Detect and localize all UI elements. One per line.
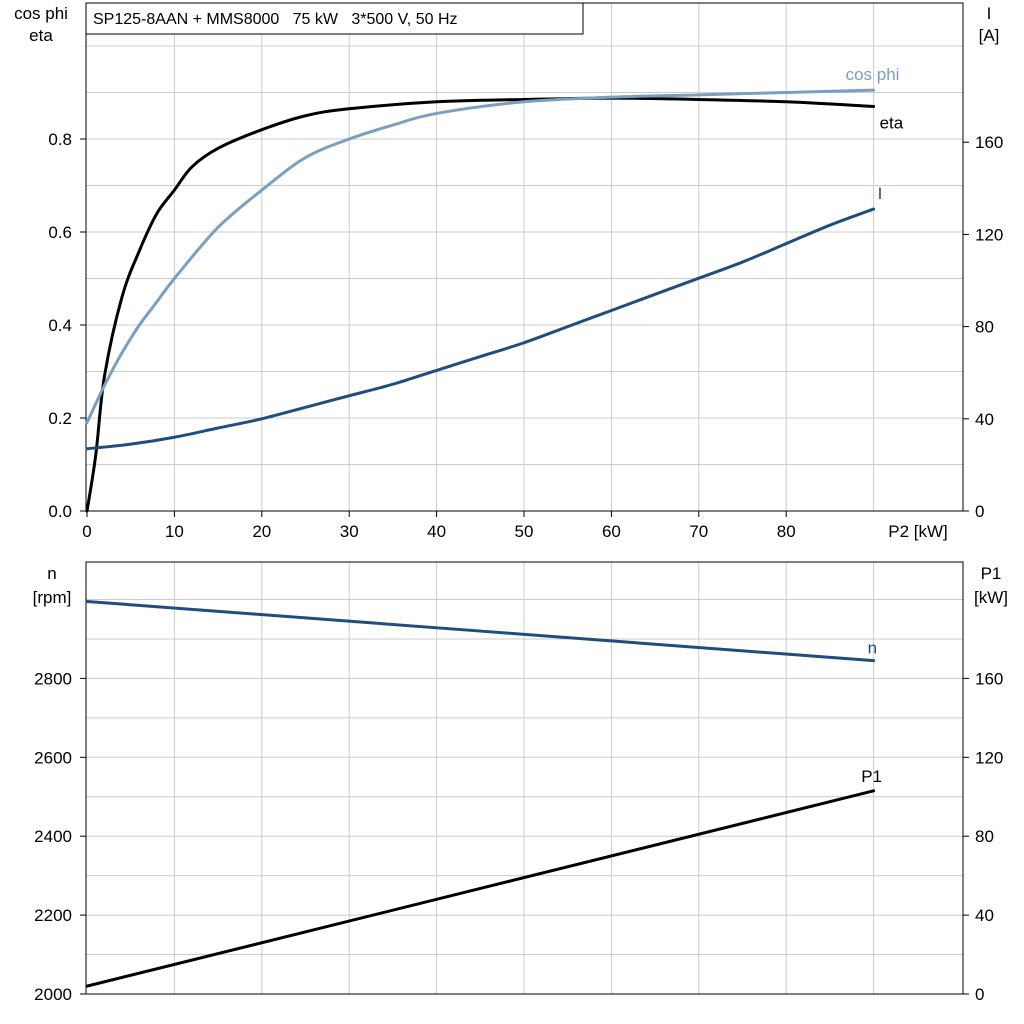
- i-curve: [85, 207, 876, 451]
- x-axis-title: P2 [kW]: [888, 522, 948, 541]
- cos-phi-curve: [85, 88, 876, 425]
- x-axis-tick-label: 20: [252, 522, 271, 541]
- top-right-axis-title-1: I: [987, 4, 992, 23]
- right-axis-tick-label: 120: [975, 748, 1003, 767]
- bottom-chart-series: n P1: [85, 599, 882, 988]
- left-axis-tick-label: 0.2: [48, 409, 72, 428]
- left-axis-tick-label: 2800: [34, 669, 72, 688]
- bottom-plot-frame: [85, 561, 964, 995]
- top-left-axis-title-1: cos phi: [14, 4, 68, 23]
- bottom-left-axis-title-1: n: [47, 564, 56, 583]
- x-axis-tick-label: 60: [602, 522, 621, 541]
- eta-series-label: eta: [880, 113, 904, 132]
- x-axis-tick-label: 40: [427, 522, 446, 541]
- right-axis-tick-label: 160: [975, 669, 1003, 688]
- p1-series-label: P1: [861, 767, 882, 786]
- left-axis-tick-label: 0.0: [48, 502, 72, 521]
- chart-title-frame: [85, 2, 584, 35]
- x-axis-tick-label: 80: [777, 522, 796, 541]
- bottom-chart-grid: [86, 562, 963, 994]
- left-axis-tick-label: 0.8: [48, 130, 72, 149]
- top-right-axis-title-2: [A]: [979, 26, 1000, 45]
- eta-curve: [85, 96, 876, 513]
- x-axis-tick-label: 10: [165, 522, 184, 541]
- p1-curve: [85, 789, 876, 988]
- n-series-label: n: [868, 639, 877, 658]
- bottom-left-axis-title-2: [rpm]: [33, 588, 72, 607]
- chart-title-box: SP125-8AAN + MMS8000 75 kW 3*500 V, 50 H…: [85, 2, 584, 35]
- right-axis-tick-label: 0: [975, 985, 984, 1004]
- bottom-right-axis-title-1: P1: [981, 564, 1002, 583]
- right-axis-tick-label: 160: [975, 133, 1003, 152]
- top-left-axis-title-2: eta: [29, 26, 53, 45]
- right-axis-tick-label: 40: [975, 410, 994, 429]
- n-curve: [85, 599, 876, 663]
- right-axis-tick-label: 80: [975, 318, 994, 337]
- left-axis-tick-label: 0.6: [48, 223, 72, 242]
- cos-phi-series-label: cos phi: [846, 65, 900, 84]
- right-axis-tick-label: 0: [975, 502, 984, 521]
- chart-title: SP125-8AAN + MMS8000 75 kW 3*500 V, 50 H…: [93, 11, 458, 28]
- left-axis-tick-label: 2600: [34, 748, 72, 767]
- i-series-label: I: [878, 184, 883, 203]
- x-axis-tick-label: 0: [82, 522, 91, 541]
- x-axis-tick-label: 70: [689, 522, 708, 541]
- x-axis-tick-label: 50: [515, 522, 534, 541]
- bottom-chart-ticks: 2000 2200 2400 2600 2800 0 40 80 120 160: [34, 669, 1003, 1004]
- right-axis-tick-label: 80: [975, 827, 994, 846]
- top-chart-ticks: 0.0 0.2 0.4 0.6 0.8 0 40 80 120 160 0 10 20 30 40 50 60 7…: [48, 130, 1003, 541]
- right-axis-tick-label: 40: [975, 906, 994, 925]
- left-axis-tick-label: 2000: [34, 985, 72, 1004]
- right-axis-tick-label: 120: [975, 225, 1003, 244]
- x-axis-tick-label: 30: [340, 522, 359, 541]
- top-chart-series: eta cos phi I: [85, 65, 904, 513]
- bottom-right-axis-title-2: [kW]: [974, 588, 1008, 607]
- left-axis-tick-label: 0.4: [48, 316, 72, 335]
- left-axis-tick-label: 2400: [34, 827, 72, 846]
- left-axis-tick-label: 2200: [34, 906, 72, 925]
- top-chart-grid: [86, 3, 963, 511]
